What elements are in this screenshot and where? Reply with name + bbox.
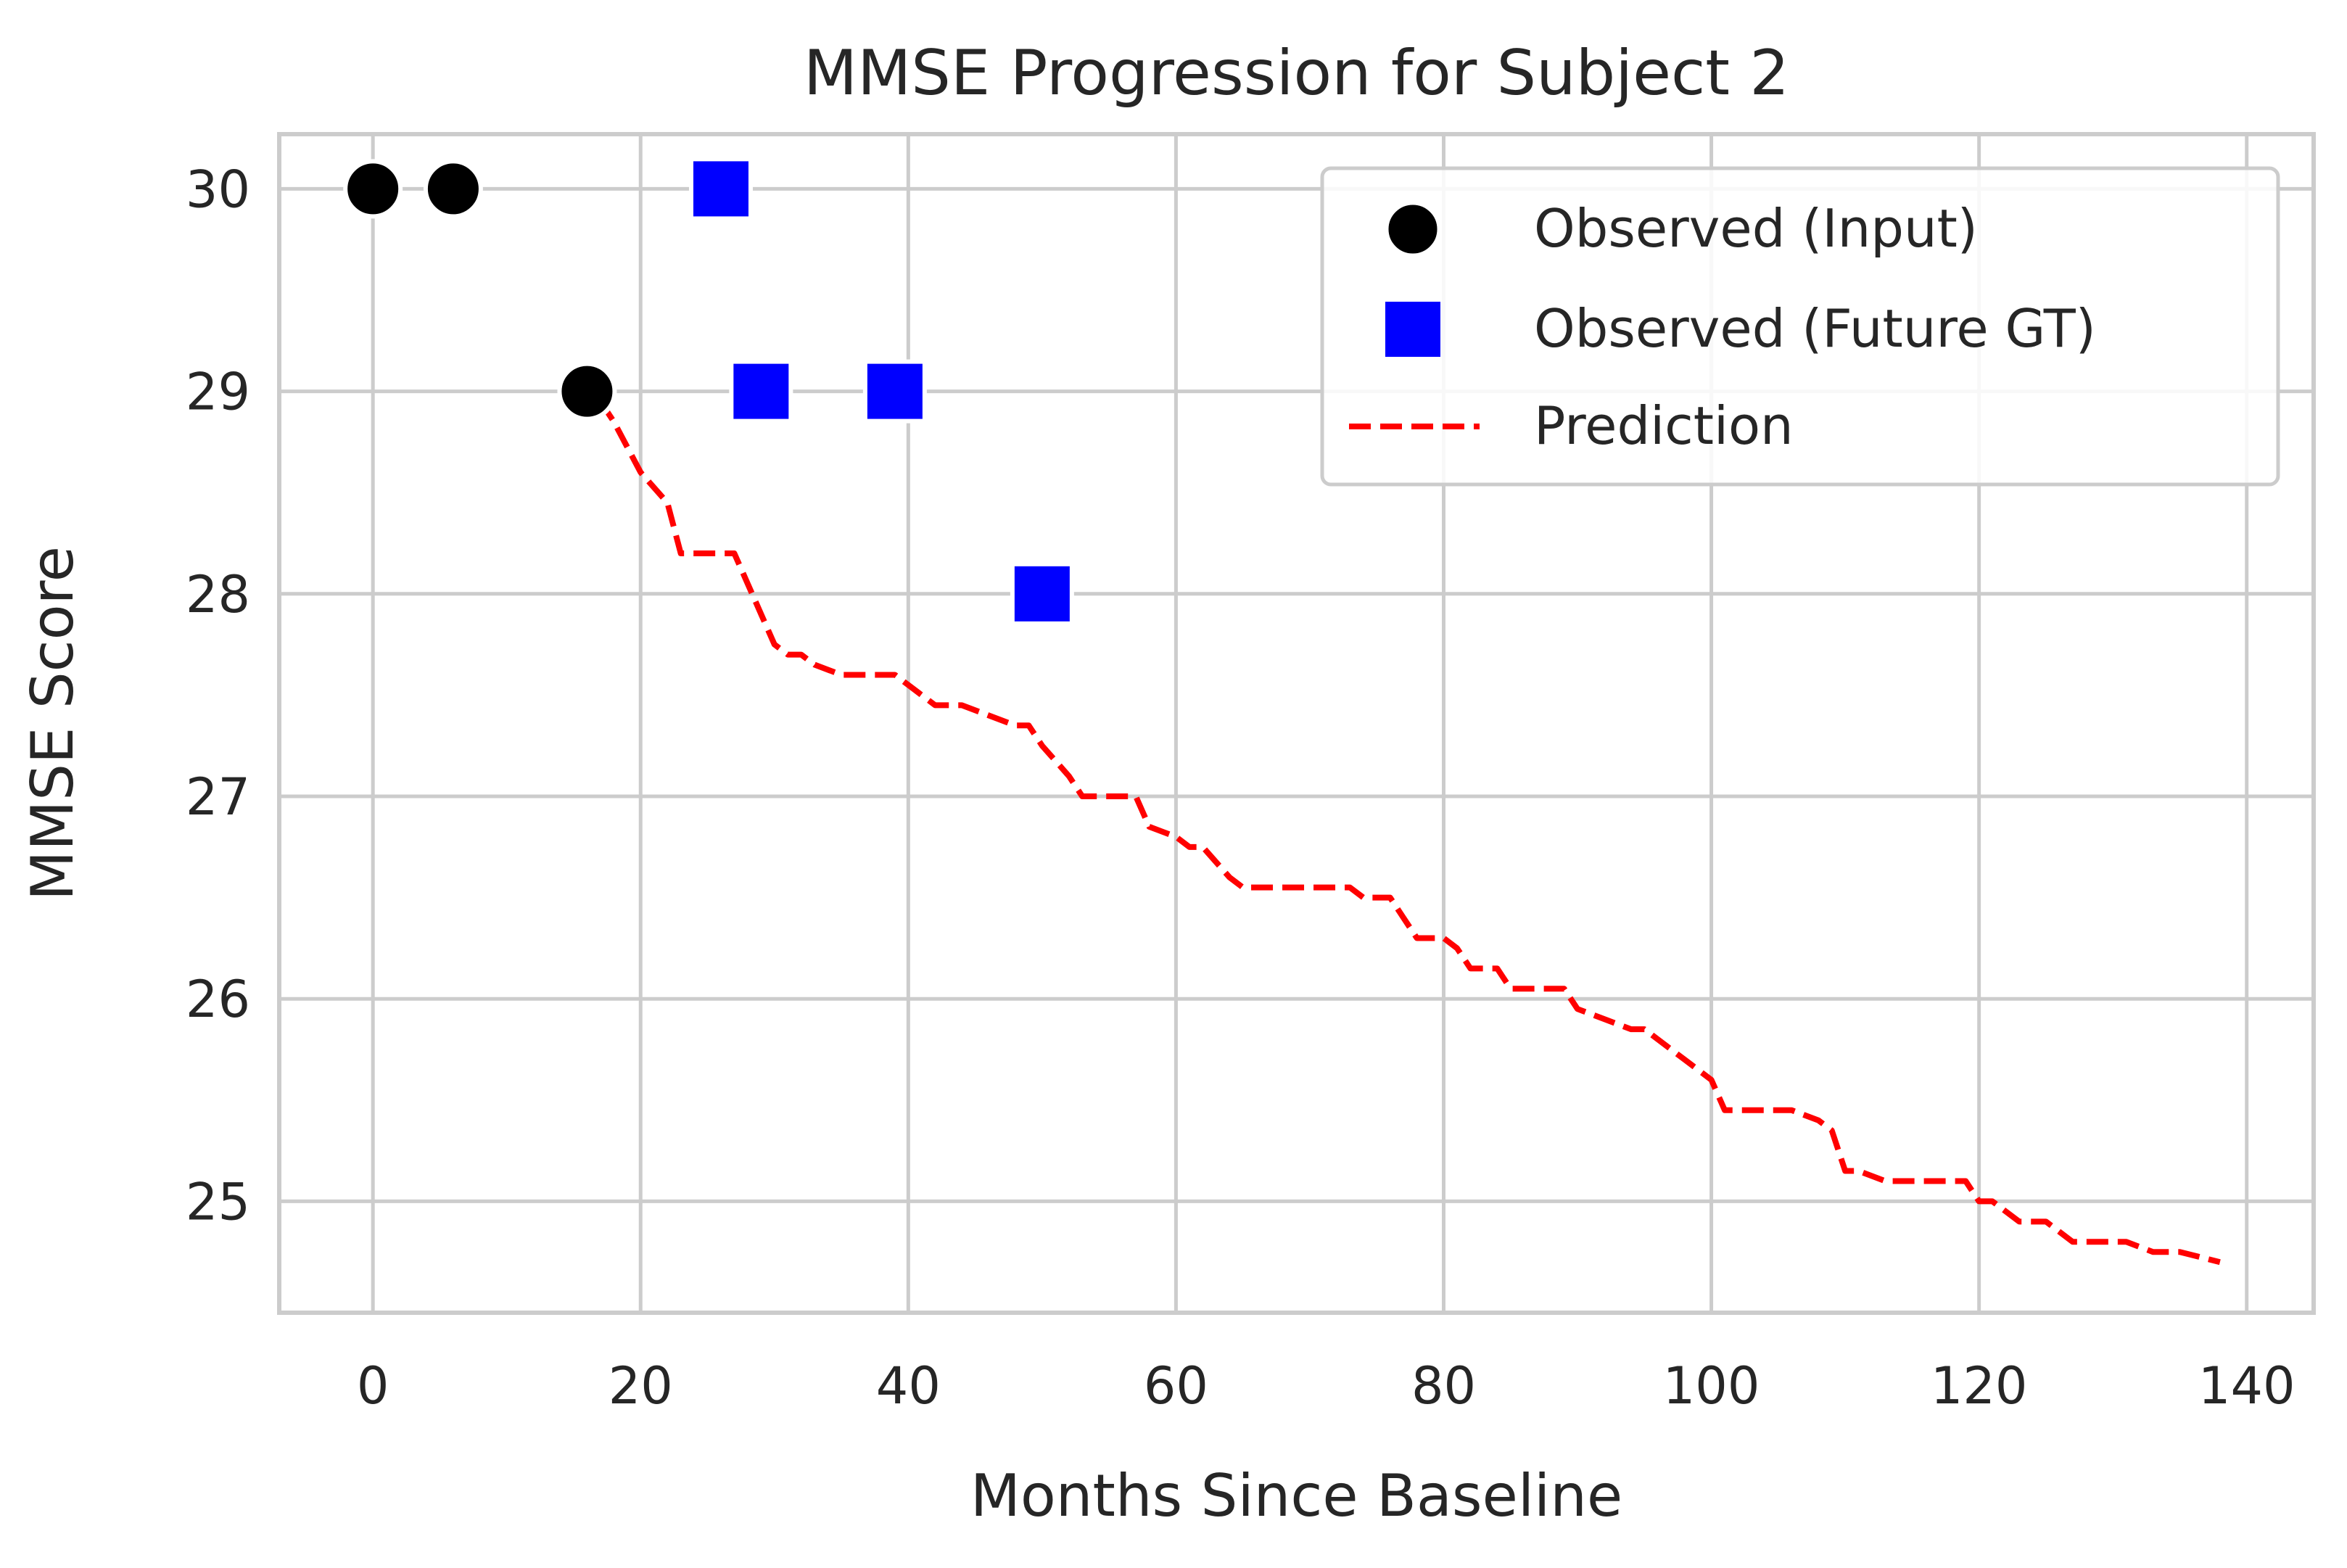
x-tick-label: 120 bbox=[1931, 1356, 2028, 1416]
x-tick-label: 140 bbox=[2198, 1356, 2296, 1416]
prediction-line bbox=[598, 400, 2221, 1266]
y-tick-labels: 25 26 27 28 29 30 bbox=[186, 160, 250, 1231]
chart-title: MMSE Progression for Subject 2 bbox=[804, 37, 1789, 110]
observed-input-point bbox=[557, 361, 617, 421]
legend: Observed (Input) Observed (Future GT) Pr… bbox=[1320, 166, 2280, 487]
future-gt-point bbox=[729, 359, 793, 424]
x-tick-label: 100 bbox=[1663, 1356, 1760, 1416]
x-tick-label: 40 bbox=[876, 1356, 941, 1416]
legend-marker-observed-input bbox=[1385, 201, 1441, 257]
plot-frame bbox=[277, 132, 2316, 1315]
future-gt-point bbox=[688, 157, 753, 221]
legend-marker-observed-future-gt bbox=[1385, 302, 1440, 357]
x-tick-labels: 0 20 40 60 80 100 120 140 bbox=[357, 1356, 2296, 1416]
observed-input-point bbox=[343, 159, 403, 219]
legend-label-observed-input: Observed (Input) bbox=[1534, 198, 1978, 259]
y-tick-label: 29 bbox=[186, 363, 250, 422]
x-tick-label: 20 bbox=[609, 1356, 673, 1416]
observed-input-point bbox=[423, 159, 483, 219]
x-tick-label: 60 bbox=[1144, 1356, 1208, 1416]
future-gt-point bbox=[1010, 561, 1074, 626]
x-tick-label: 80 bbox=[1411, 1356, 1476, 1416]
y-tick-label: 26 bbox=[186, 970, 250, 1029]
y-tick-label: 25 bbox=[186, 1172, 250, 1231]
y-tick-label: 30 bbox=[186, 160, 250, 219]
legend-box bbox=[1320, 166, 2280, 487]
legend-label-prediction: Prediction bbox=[1534, 395, 1794, 456]
legend-label-observed-future-gt: Observed (Future GT) bbox=[1534, 298, 2096, 359]
x-tick-label: 0 bbox=[357, 1356, 389, 1416]
x-axis-label: Months Since Baseline bbox=[970, 1462, 1622, 1530]
series-layer bbox=[343, 157, 2221, 1266]
y-tick-label: 27 bbox=[186, 767, 250, 827]
y-axis-label: MMSE Score bbox=[19, 546, 86, 901]
y-tick-label: 28 bbox=[186, 565, 250, 624]
future-gt-point bbox=[862, 359, 927, 424]
